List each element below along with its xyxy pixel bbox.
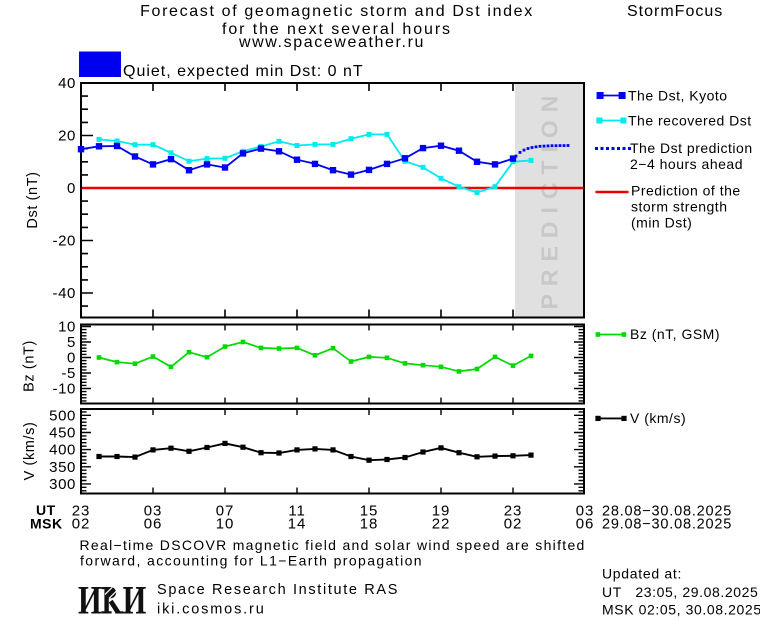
svg-text:И: И bbox=[78, 577, 102, 620]
svg-text:for the next several hours: for the next several hours bbox=[222, 21, 452, 38]
svg-text:2−4 hours ahead: 2−4 hours ahead bbox=[630, 156, 743, 172]
svg-text:500: 500 bbox=[49, 407, 76, 424]
svg-text:06: 06 bbox=[144, 516, 163, 533]
svg-text:V (km/s): V (km/s) bbox=[22, 422, 38, 481]
svg-text:07: 07 bbox=[216, 503, 235, 520]
svg-text:-20: -20 bbox=[53, 233, 76, 250]
svg-text:UT: UT bbox=[36, 502, 56, 518]
svg-text:02: 02 bbox=[72, 516, 91, 533]
svg-text:5: 5 bbox=[67, 334, 76, 351]
svg-text:0: 0 bbox=[67, 180, 76, 197]
svg-text:forward, accounting for L1−Ear: forward, accounting for L1−Earth propaga… bbox=[80, 553, 423, 569]
svg-text:Prediction of the: Prediction of the bbox=[631, 183, 741, 199]
svg-text:PREDICTION: PREDICTION bbox=[537, 88, 563, 310]
svg-text:03: 03 bbox=[576, 503, 595, 520]
svg-text:29.08−30.08.2025: 29.08−30.08.2025 bbox=[602, 517, 732, 533]
svg-text:350: 350 bbox=[49, 459, 76, 476]
svg-text:Dst (nT): Dst (nT) bbox=[25, 171, 41, 228]
svg-text:MSK: MSK bbox=[30, 516, 63, 532]
svg-text:The Dst, Kyoto: The Dst, Kyoto bbox=[628, 88, 728, 104]
svg-text:Bz (nT): Bz (nT) bbox=[22, 340, 38, 392]
svg-text:Space Research Institute RAS: Space Research Institute RAS bbox=[157, 582, 399, 598]
svg-text:MSK 02:05, 30.08.2025: MSK 02:05, 30.08.2025 bbox=[602, 602, 760, 618]
svg-text:400: 400 bbox=[49, 442, 76, 459]
svg-text:V (km/s): V (km/s) bbox=[630, 410, 686, 426]
svg-text:iki.cosmos.ru: iki.cosmos.ru bbox=[157, 602, 266, 618]
svg-text:Bz (nT, GSM): Bz (nT, GSM) bbox=[630, 326, 720, 342]
svg-text:450: 450 bbox=[49, 424, 76, 441]
svg-text:06: 06 bbox=[576, 516, 595, 533]
svg-text:storm strength: storm strength bbox=[631, 199, 727, 215]
svg-text:11: 11 bbox=[288, 503, 305, 520]
svg-text:И: И bbox=[123, 577, 147, 620]
svg-text:20: 20 bbox=[58, 128, 76, 145]
svg-text:-40: -40 bbox=[53, 285, 76, 302]
svg-text:0: 0 bbox=[67, 350, 76, 367]
svg-text:14: 14 bbox=[288, 516, 307, 533]
svg-text:Real−time DSCOVR magnetic fiel: Real−time DSCOVR magnetic field and sola… bbox=[80, 537, 586, 553]
svg-text:28.08−30.08.2025: 28.08−30.08.2025 bbox=[602, 504, 732, 520]
svg-text:-10: -10 bbox=[53, 381, 76, 398]
svg-text:Forecast of geomagnetic storm: Forecast of geomagnetic storm and Dst in… bbox=[140, 3, 534, 20]
svg-text:15: 15 bbox=[360, 503, 379, 520]
svg-text:Quiet, expected min Dst: 0 nT: Quiet, expected min Dst: 0 nT bbox=[123, 63, 364, 80]
svg-text:18: 18 bbox=[360, 516, 379, 533]
svg-text:10: 10 bbox=[58, 319, 76, 336]
svg-text:10: 10 bbox=[216, 516, 235, 533]
svg-text:StormFocus: StormFocus bbox=[627, 3, 723, 20]
svg-text:02: 02 bbox=[504, 516, 523, 533]
svg-text:The Dst prediction: The Dst prediction bbox=[630, 140, 753, 156]
svg-text:22: 22 bbox=[432, 516, 451, 533]
svg-text:23: 23 bbox=[72, 503, 91, 520]
svg-text:-5: -5 bbox=[61, 365, 76, 382]
svg-text:23: 23 bbox=[504, 503, 523, 520]
svg-text:(min Dst): (min Dst) bbox=[631, 215, 692, 231]
svg-text:UT 23:05, 29.08.2025: UT 23:05, 29.08.2025 bbox=[602, 584, 758, 600]
svg-text:19: 19 bbox=[432, 503, 451, 520]
svg-text:www.spaceweather.ru: www.spaceweather.ru bbox=[238, 34, 425, 51]
svg-text:Updated at:: Updated at: bbox=[602, 566, 682, 582]
svg-text:03: 03 bbox=[144, 503, 163, 520]
svg-text:The recovered Dst: The recovered Dst bbox=[628, 112, 752, 128]
svg-text:40: 40 bbox=[58, 75, 76, 92]
svg-text:300: 300 bbox=[49, 476, 76, 493]
